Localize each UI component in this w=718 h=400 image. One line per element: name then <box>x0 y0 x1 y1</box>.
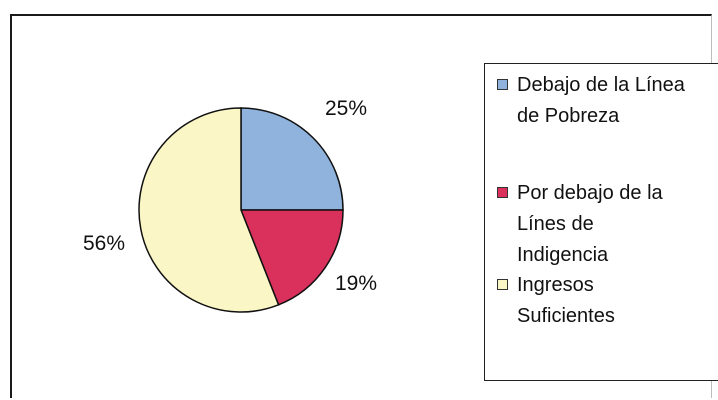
legend-swatch-pobreza <box>497 79 508 90</box>
legend-label-pobreza: Debajo de la Línea de Pobreza <box>517 70 718 132</box>
legend-label-line: de Pobreza <box>517 105 620 127</box>
pie-value-label-pobreza: 25% <box>325 97 367 120</box>
legend-label-line: Línes de <box>517 213 594 235</box>
legend-swatch-suficientes <box>497 279 508 290</box>
legend-label-suficientes: Ingresos Suficientes <box>517 270 718 332</box>
pie-value-labels: 25% 19% 56% <box>83 97 377 295</box>
legend: Debajo de la Línea de Pobreza Por debajo… <box>484 63 718 381</box>
chart-frame: 25% 19% 56% Debajo de la Línea de Pobreza … <box>10 14 718 398</box>
legend-label-line: Por debajo de la <box>517 182 663 204</box>
pie-slice-pobreza <box>240 107 344 211</box>
pie-slice-suficientes <box>138 107 280 313</box>
pie-chart: 25% 19% 56% <box>83 97 377 313</box>
legend-label-line: Debajo de la Línea <box>517 74 685 96</box>
pie-slice-indigencia <box>239 209 344 306</box>
legend-label-indigencia: Por debajo de la Línes de Indigencia <box>517 178 718 271</box>
legend-label-line: Suficientes <box>517 305 615 327</box>
pie-slices <box>138 107 344 313</box>
pie-value-label-indigencia: 19% <box>335 272 377 295</box>
legend-swatch-indigencia <box>497 187 508 198</box>
legend-label-line: Indigencia <box>517 244 609 266</box>
legend-label-line: Ingresos <box>517 274 594 296</box>
pie-value-label-suficientes: 56% <box>83 232 125 255</box>
